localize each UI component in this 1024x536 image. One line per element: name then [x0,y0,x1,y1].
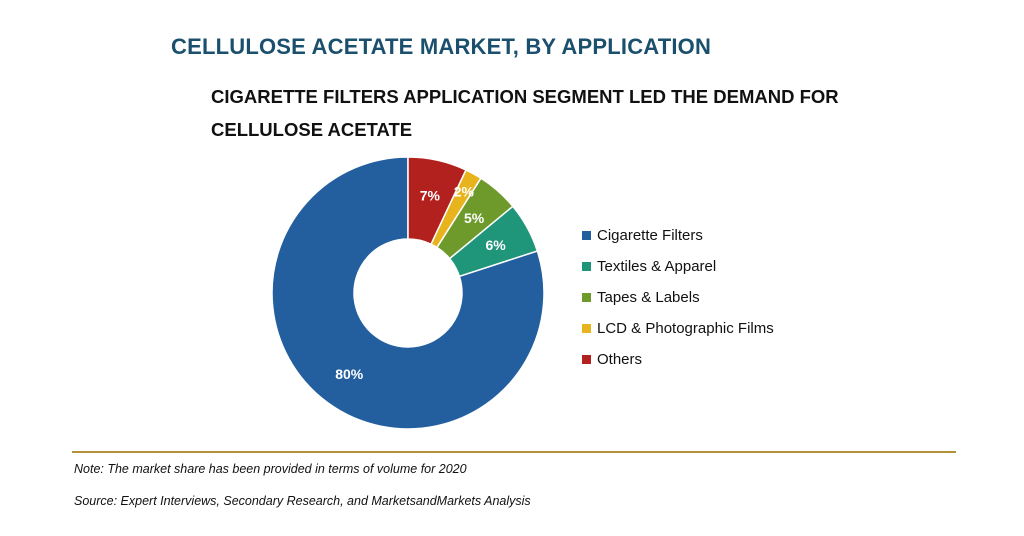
chart-title: CELLULOSE ACETATE MARKET, BY APPLICATION [171,34,712,59]
legend-label: Cigarette Filters [597,227,703,244]
donut-slices [271,156,545,430]
data-label-tapes-labels: 5% [464,210,485,226]
footnote: Note: The market share has been provided… [74,462,467,476]
legend-item-tapes-labels: Tapes & Labels [582,282,774,313]
legend-label: Textiles & Apparel [597,258,717,275]
legend-item-lcd-photographic-films: LCD & Photographic Films [582,313,774,344]
legend-item-textiles-apparel: Textiles & Apparel [582,251,774,282]
legend-swatch [582,355,591,364]
source-note: Source: Expert Interviews, Secondary Res… [74,494,531,508]
donut-labels: 80% 6%5% 2% 7% [335,183,506,382]
legend-swatch [582,324,591,333]
data-label-others: 7% [420,187,441,203]
legend-item-others: Others [582,344,774,375]
data-label-textiles-apparel: 6% [486,237,507,253]
data-label-cigarette-filters: 80% [335,366,364,382]
legend-label: LCD & Photographic Films [597,320,774,337]
legend-label: Others [597,351,643,368]
legend-item-cigarette-filters: Cigarette Filters [582,220,774,251]
slice-others [407,156,467,246]
footer-divider [72,451,956,453]
chart-legend: Cigarette Filters Textiles & Apparel Tapes… [582,220,774,375]
slice-cigarette-filters [271,156,545,430]
data-label-lcd-photographic-films: 2% [454,183,475,199]
chart-subtitle: CIGARETTE FILTERS APPLICATION SEGMENT LE… [211,86,839,140]
legend-label: Tapes & Labels [597,289,700,306]
legend-swatch [582,231,591,240]
legend-swatch [582,293,591,302]
legend-swatch [582,262,591,271]
